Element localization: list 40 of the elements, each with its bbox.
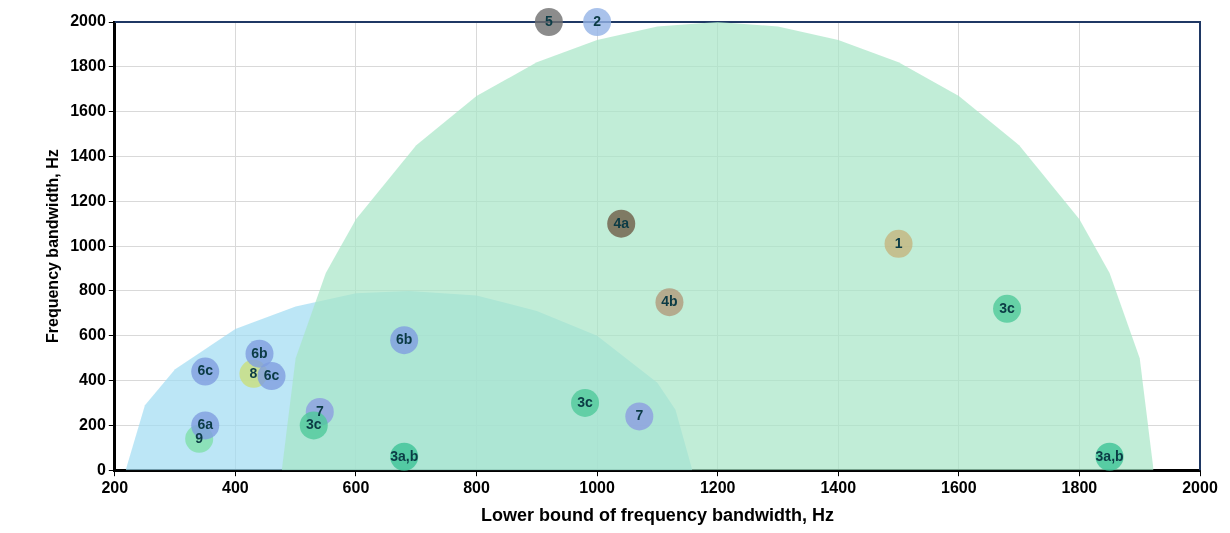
series-label: 8 <box>249 364 258 381</box>
y-tick-label: 0 <box>96 460 106 478</box>
series-label: 1 <box>894 234 903 251</box>
y-tick-label: 400 <box>79 370 106 388</box>
y-tick-label: 800 <box>79 281 106 299</box>
x-tick-label: 600 <box>342 479 370 497</box>
series-label: 2 <box>593 12 602 29</box>
series-label: 4b <box>661 292 678 309</box>
y-tick-label: 200 <box>79 415 106 433</box>
text: 6c <box>197 362 214 379</box>
y-axis-title: Frequency bandwidth, Hz <box>44 149 62 343</box>
y-tick-label: 1600 <box>70 102 106 120</box>
series-label: 6b <box>396 331 413 348</box>
y-tick-label: 2000 <box>70 12 106 30</box>
y-tick-label: 1400 <box>70 146 106 164</box>
text: 3c <box>305 416 322 433</box>
x-tick-label: 400 <box>222 479 249 497</box>
x-tick-label: 1400 <box>820 479 857 497</box>
text: 3c <box>999 299 1015 316</box>
series-label: 3a,b <box>1095 447 1124 464</box>
x-tick-label: 2000 <box>1182 479 1218 497</box>
series-label: 5 <box>544 12 553 29</box>
y-tick-label: 1800 <box>70 57 106 75</box>
x-tick-label: 800 <box>463 479 490 497</box>
x-axis-title: Lower bound of frequency bandwidth, Hz <box>480 505 834 526</box>
series-label: 7 <box>315 402 324 419</box>
y-tick-label: 600 <box>79 326 106 344</box>
x-tick-label: 1000 <box>579 479 616 497</box>
text: 7 <box>635 407 644 424</box>
text: 6b <box>251 344 268 361</box>
x-tick-label: 1200 <box>699 479 736 497</box>
x-tick-label: 200 <box>101 479 129 497</box>
series-label: 3c <box>577 393 594 410</box>
series-label: 6c <box>263 366 280 383</box>
text: 3a,b <box>390 447 419 464</box>
series-label: 4a <box>613 214 630 231</box>
x-tick-label: 1600 <box>941 479 977 497</box>
x-tick-label: 1800 <box>1061 479 1098 497</box>
y-tick-label: 1000 <box>70 236 106 254</box>
y-tick-label: 1200 <box>70 191 106 209</box>
